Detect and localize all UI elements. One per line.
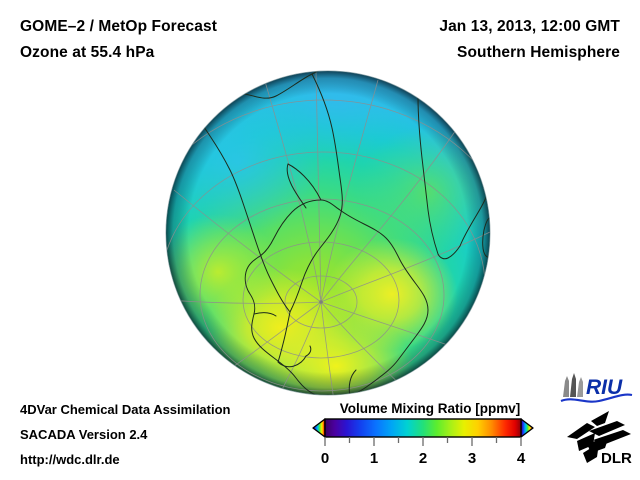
south-pole-marker bbox=[319, 300, 323, 304]
riu-spires-icon bbox=[563, 373, 583, 397]
timestamp-label: Jan 13, 2013, 12:00 GMT bbox=[439, 18, 620, 35]
dlr-wordmark: DLR bbox=[601, 450, 632, 467]
globe-limb bbox=[165, 70, 491, 396]
coastline-australia bbox=[487, 169, 490, 217]
globe-map bbox=[160, 66, 496, 402]
page-title: GOME–2 / MetOp Forecast bbox=[20, 18, 217, 35]
coastline-tierra-del-fuego bbox=[277, 355, 307, 368]
coastline-andes-south bbox=[277, 311, 291, 363]
riu-wordmark: RIU bbox=[586, 376, 623, 399]
coastline-weddell-sea bbox=[253, 312, 277, 317]
coastline-antarctica bbox=[244, 199, 429, 395]
coastline-africa-east bbox=[459, 147, 490, 247]
dlr-mark-icon bbox=[567, 411, 631, 463]
coastline-new-zealand bbox=[488, 261, 490, 279]
coastline-antarctic-peninsula bbox=[287, 163, 322, 201]
colorbar-title: Volume Mixing Ratio [ppmv] bbox=[339, 401, 521, 416]
ozone-field bbox=[166, 71, 490, 395]
colorbar-tick-labels: 0 1 2 3 4 bbox=[321, 450, 526, 467]
colorbar-tick-label: 0 bbox=[321, 450, 329, 467]
colorbar-tick-label: 4 bbox=[517, 450, 526, 467]
page-subtitle: Ozone at 55.4 hPa bbox=[20, 44, 155, 61]
orthographic-projection-svg bbox=[165, 70, 491, 396]
colorbar: 0 1 2 3 4 bbox=[305, 417, 543, 475]
coastline-antarctic-peninsula-west bbox=[286, 163, 307, 209]
region-label: Southern Hemisphere bbox=[457, 44, 620, 61]
version-label: SACADA Version 2.4 bbox=[20, 427, 148, 442]
coastline-south-america-east bbox=[289, 73, 343, 313]
coastline-madagascar bbox=[482, 217, 490, 258]
coastline-south-america-west bbox=[183, 101, 291, 313]
riu-logo: RIU bbox=[559, 371, 633, 405]
data-center-url[interactable]: http://wdc.dlr.de bbox=[20, 452, 120, 467]
coastline-cape-horn bbox=[305, 345, 312, 357]
colorbar-tick-label: 1 bbox=[370, 450, 378, 467]
colorbar-bar bbox=[312, 418, 534, 438]
colorbar-ticks bbox=[324, 437, 522, 446]
dlr-logo: DLR bbox=[565, 409, 635, 467]
colorbar-tick-label: 2 bbox=[419, 450, 427, 467]
coastline-africa-cape bbox=[437, 245, 461, 260]
method-label: 4DVar Chemical Data Assimilation bbox=[20, 402, 231, 417]
coastline-africa-southwest bbox=[417, 71, 439, 255]
colorbar-svg: 0 1 2 3 4 bbox=[312, 418, 534, 467]
riu-wave-icon bbox=[560, 393, 633, 403]
colorbar-tick-label: 3 bbox=[468, 450, 476, 467]
